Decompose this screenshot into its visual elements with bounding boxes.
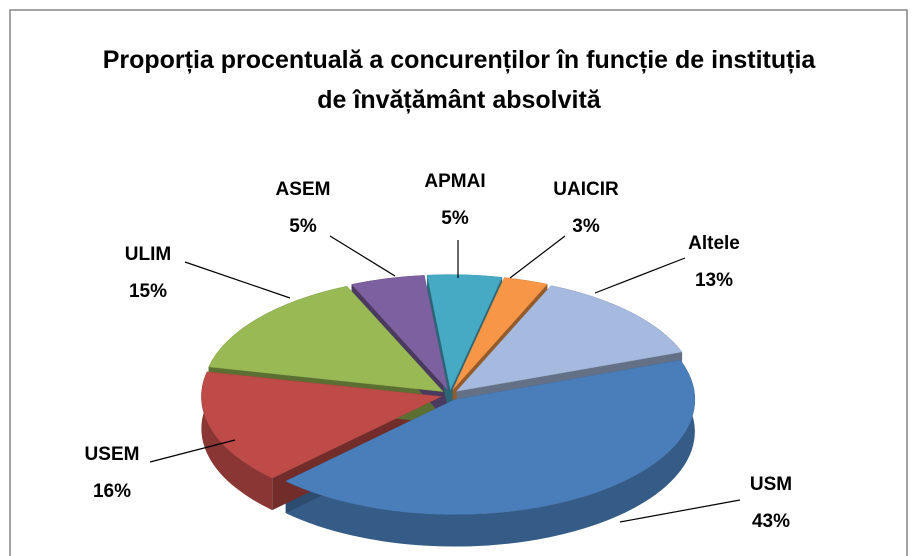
category-label: ULIM: [125, 244, 171, 265]
pie-slice: [351, 275, 449, 391]
pie-slice-side: [201, 371, 273, 511]
leader-line: [184, 261, 291, 299]
pie-slice: [452, 277, 548, 391]
category-label: UAICIR: [553, 179, 619, 200]
category-label: Altele: [688, 233, 740, 254]
pie-slice: [285, 359, 696, 515]
category-label: ASEM: [276, 179, 331, 200]
title-box: Proporția procentuală a concurenților în…: [0, 40, 918, 120]
value-label: 43%: [752, 511, 790, 532]
category-label: USEM: [85, 444, 140, 465]
value-label: 5%: [441, 208, 469, 229]
pie-slice-side: [285, 360, 695, 547]
pie-slice: [455, 285, 683, 392]
pie-slice: [208, 285, 444, 392]
leader-line: [509, 235, 566, 279]
value-label: 13%: [695, 270, 733, 291]
pie-slice: [201, 371, 443, 479]
value-label: 15%: [129, 281, 167, 302]
category-label: USM: [750, 474, 792, 495]
leader-line: [149, 439, 236, 463]
leader-line: [329, 235, 396, 277]
value-label: 3%: [572, 216, 600, 237]
pie-slice: [426, 274, 503, 391]
pie-tops: [201, 274, 696, 515]
value-label: 5%: [289, 216, 317, 237]
leader-line: [594, 257, 686, 294]
category-label: APMAI: [424, 171, 485, 192]
leader-line: [619, 499, 741, 523]
chart-title: Proporția procentuală a concurenților în…: [102, 46, 816, 114]
value-label: 16%: [93, 481, 131, 502]
